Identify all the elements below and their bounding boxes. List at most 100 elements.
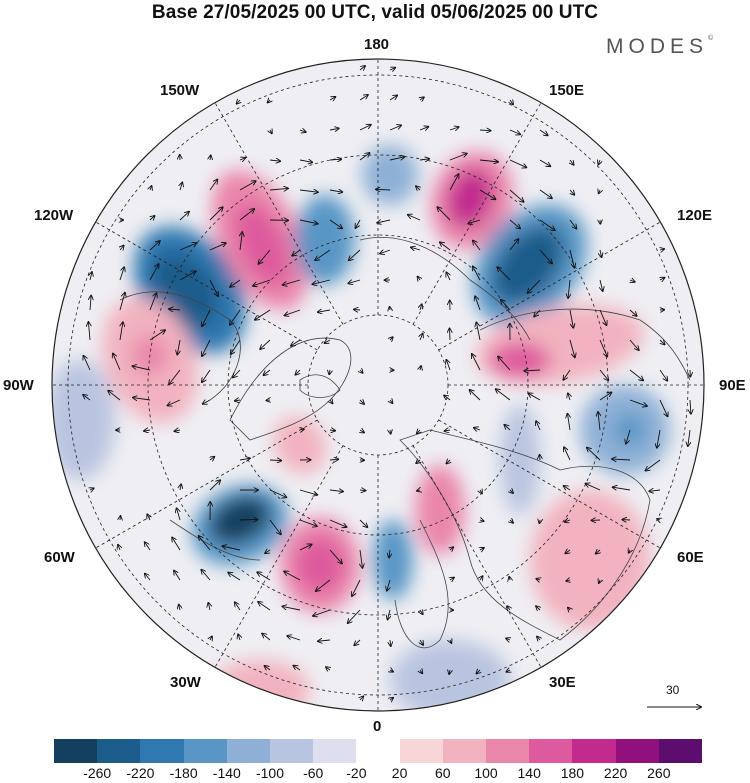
wind-vector	[629, 339, 639, 350]
wind-vector	[239, 158, 245, 160]
wind-vector	[145, 542, 151, 551]
wind-vector	[645, 459, 661, 471]
wind-vector	[468, 219, 481, 224]
wind-vector	[390, 400, 393, 403]
wind-vector	[472, 354, 481, 371]
wind-vector	[390, 670, 393, 672]
wind-vector	[169, 369, 181, 384]
wind-vector	[179, 605, 180, 611]
wind-vector	[269, 160, 280, 161]
wind-vector	[329, 159, 341, 160]
wind-vector	[446, 360, 450, 371]
wind-vector	[315, 249, 331, 260]
wind-vector	[132, 366, 151, 371]
wind-vector	[330, 400, 332, 403]
wind-vector	[119, 267, 124, 281]
wind-vector	[269, 460, 281, 461]
wind-vector	[257, 572, 271, 581]
wind-vector	[233, 369, 241, 377]
reference-vector-label: 30	[666, 683, 680, 697]
wind-vector	[528, 279, 541, 293]
wind-vector	[258, 249, 271, 264]
wind-vector	[649, 490, 661, 491]
wind-vector	[360, 549, 362, 568]
wind-vector	[390, 698, 393, 700]
wind-vector	[145, 574, 151, 581]
wind-vector	[349, 249, 361, 260]
wind-vector	[449, 174, 459, 191]
meridian-line	[95, 419, 318, 549]
wind-vector	[255, 309, 271, 320]
anomaly-blob	[491, 226, 565, 304]
wind-vector	[291, 339, 301, 346]
wind-vector	[600, 279, 603, 291]
colorbar-tick-label: 180	[560, 765, 585, 781]
wind-vector	[387, 579, 390, 591]
lon-label-180: 180	[364, 36, 390, 53]
wind-vector	[253, 279, 271, 286]
lon-label-90e: 90E	[719, 377, 746, 394]
wind-vector	[354, 309, 361, 310]
wind-vector	[202, 339, 211, 356]
wind-vector	[480, 548, 484, 550]
wind-vector	[144, 430, 151, 431]
wind-vector	[359, 153, 370, 161]
wind-vector	[265, 550, 270, 553]
wind-vector	[479, 130, 491, 131]
coastline	[394, 519, 449, 649]
wind-vector	[539, 189, 552, 198]
wind-vector	[599, 392, 611, 401]
anomaly-blob	[296, 537, 344, 593]
anomaly-blob	[390, 640, 510, 711]
wind-vector	[420, 97, 424, 100]
wind-vector	[313, 279, 331, 284]
wind-vector	[660, 340, 665, 344]
anomaly-blob	[446, 168, 494, 228]
wind-vector	[450, 547, 453, 550]
wind-vector	[299, 489, 317, 495]
colorbar-tick-label: 260	[647, 765, 671, 781]
wind-vector	[504, 425, 511, 431]
lon-label-90w: 90W	[3, 377, 34, 394]
lon-label-0: 0	[373, 718, 382, 735]
wind-vector	[565, 550, 570, 553]
wind-vector	[180, 484, 181, 491]
wind-vector	[329, 219, 342, 228]
wind-vector	[360, 370, 363, 373]
wind-vector	[657, 429, 661, 448]
colorbar-tick-label: 60	[435, 765, 451, 781]
colorbar-swatch	[572, 739, 616, 763]
wind-vector	[282, 606, 301, 611]
wind-vector	[598, 412, 600, 431]
wind-vector	[329, 549, 342, 563]
wind-vector	[480, 520, 484, 521]
wind-vector	[329, 190, 342, 192]
wind-vector	[376, 189, 391, 190]
wind-vector	[509, 159, 526, 167]
wind-vector	[390, 430, 391, 434]
meridian-line	[95, 221, 318, 351]
wind-vector	[629, 369, 643, 380]
wind-vector	[629, 399, 647, 406]
wind-vector	[536, 606, 540, 610]
wind-vector	[509, 219, 520, 228]
wind-vector	[420, 670, 422, 673]
wind-vector	[179, 212, 189, 221]
wind-vector	[570, 160, 574, 165]
wind-vector	[235, 400, 241, 401]
colorbar-swatch	[615, 739, 659, 763]
coastline	[359, 237, 531, 341]
wind-vector	[150, 216, 155, 220]
chart-title: Base 27/05/2025 00 UTC, valid 05/06/2025…	[151, 2, 599, 23]
wind-vector	[570, 190, 574, 195]
colorbar-tick-label: -100	[255, 765, 285, 781]
wind-vector	[498, 357, 511, 371]
meridian-line	[214, 445, 344, 668]
wind-vector	[222, 546, 241, 551]
wind-vector	[231, 339, 241, 354]
wind-vector	[510, 520, 513, 523]
wind-vector	[474, 428, 481, 430]
wind-vector	[295, 370, 300, 375]
wind-vector	[389, 549, 390, 557]
wind-vector	[420, 334, 423, 341]
